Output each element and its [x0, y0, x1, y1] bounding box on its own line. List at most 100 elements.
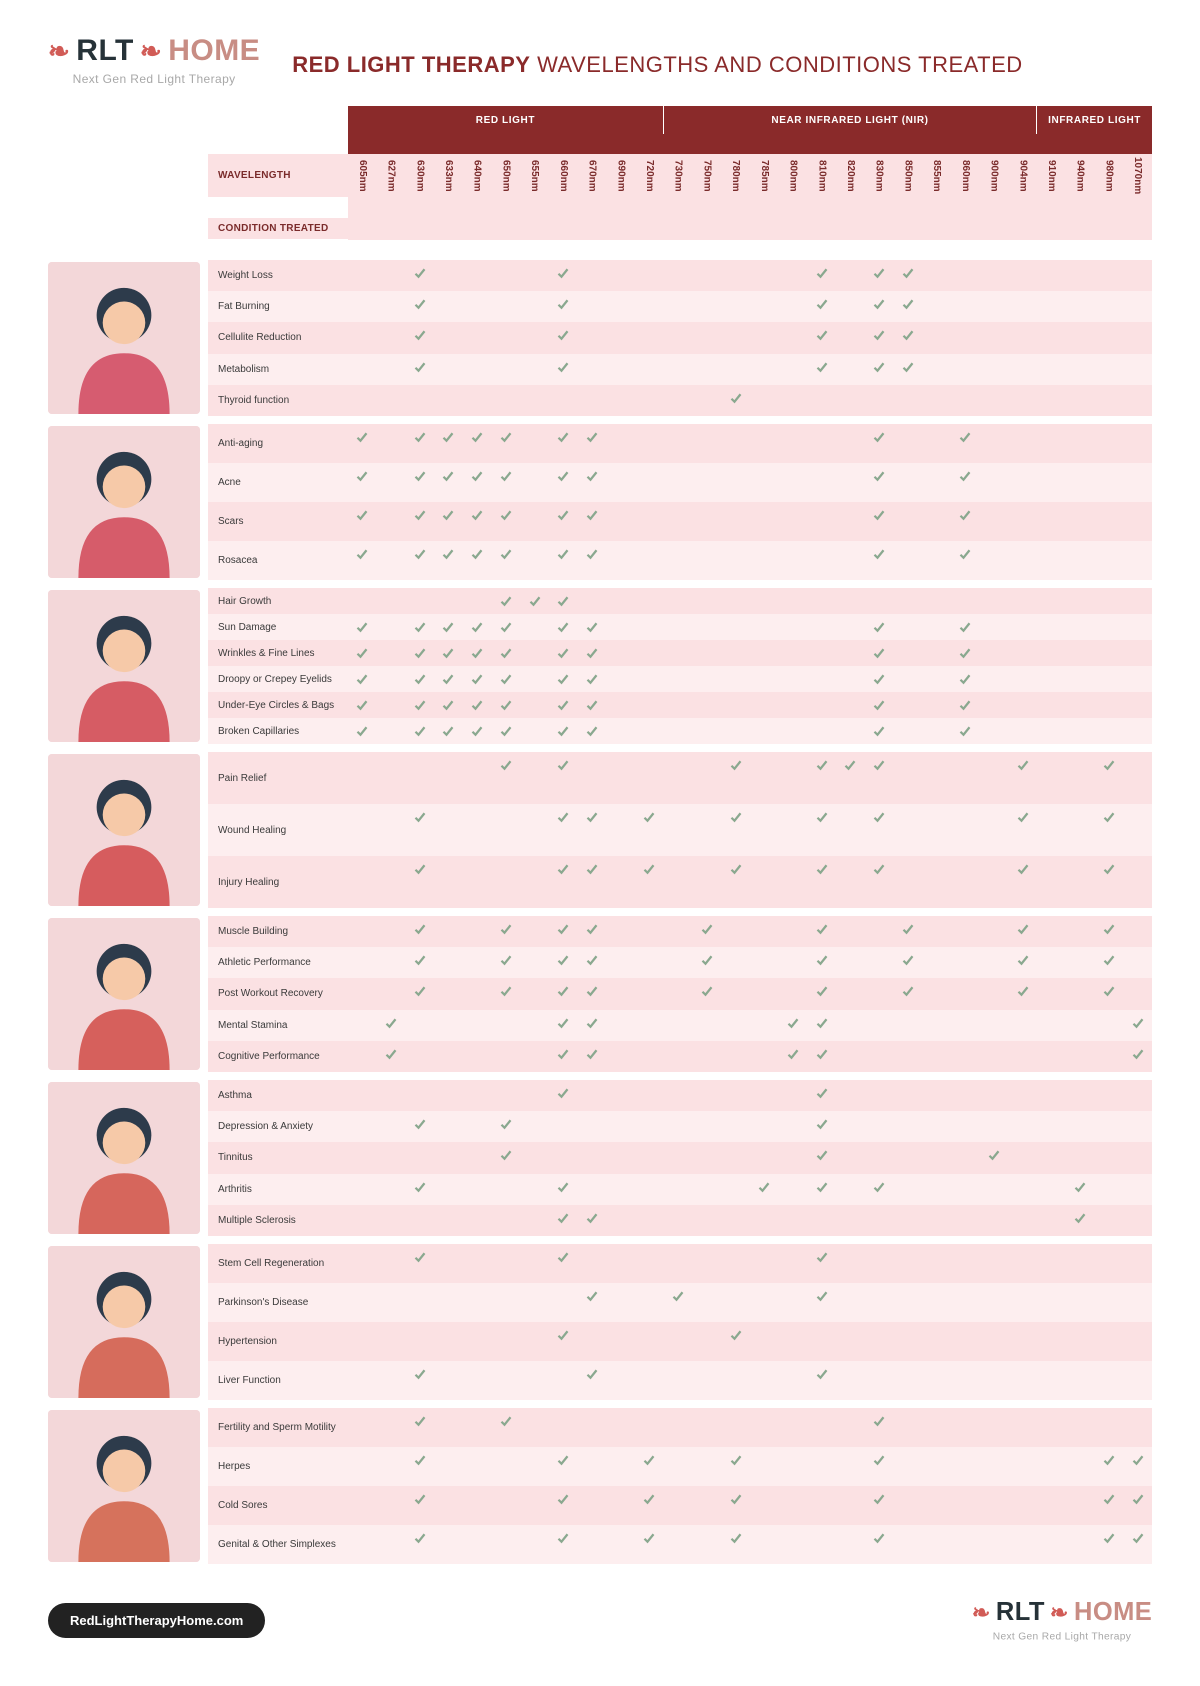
table-cell — [377, 385, 406, 409]
table-cell — [1123, 1283, 1152, 1307]
check-icon — [643, 862, 655, 874]
condition-label-cell: Mental Stamina — [208, 1010, 348, 1041]
table-cell — [377, 614, 406, 638]
table-cell — [549, 260, 578, 284]
table-cell — [463, 1174, 492, 1198]
table-cell — [635, 1041, 664, 1065]
table-cell — [348, 588, 377, 612]
table-cell — [377, 1361, 406, 1385]
check-icon — [471, 469, 483, 481]
table-cell — [1008, 502, 1037, 526]
table-cell — [664, 947, 693, 971]
condition-label-cell: Post Workout Recovery — [208, 978, 348, 1009]
table-cell — [1095, 947, 1124, 971]
table-cell — [606, 1041, 635, 1065]
table-cell — [606, 804, 635, 828]
table-cell — [1123, 1010, 1152, 1034]
table-cell — [894, 1447, 923, 1471]
table-cell — [894, 1041, 923, 1065]
table-cell — [549, 752, 578, 776]
check-icon — [557, 1531, 569, 1543]
check-icon — [873, 1180, 885, 1192]
table-cell — [693, 947, 722, 971]
table-cell — [348, 666, 377, 690]
table-cell — [1066, 354, 1095, 378]
check-icon — [959, 646, 971, 658]
footer-url-pill[interactable]: RedLightTherapyHome.com — [48, 1603, 265, 1638]
table-cell — [693, 1361, 722, 1385]
check-icon — [730, 1492, 742, 1504]
check-icon — [586, 1211, 598, 1223]
table-cell — [750, 1205, 779, 1229]
table-cell — [348, 1111, 377, 1135]
table-cell — [980, 856, 1009, 880]
table-cell — [549, 692, 578, 716]
check-icon — [557, 810, 569, 822]
table-cell — [1066, 291, 1095, 315]
table-cell — [520, 424, 549, 448]
table-cell — [922, 1080, 951, 1104]
table-cell — [836, 1244, 865, 1268]
table-cell — [405, 1283, 434, 1307]
table-cell — [1095, 588, 1124, 612]
table-row — [348, 692, 1152, 718]
table-cell — [922, 1205, 951, 1229]
logo-subtitle: Next Gen Red Light Therapy — [73, 72, 236, 86]
table-cell — [779, 916, 808, 940]
table-cell — [578, 502, 607, 526]
table-cell — [951, 588, 980, 612]
table-cell — [549, 856, 578, 880]
table-cell — [434, 1174, 463, 1198]
check-icon — [557, 1250, 569, 1262]
table-cell — [549, 354, 578, 378]
section-illustration — [48, 262, 200, 414]
table-cell — [1095, 1010, 1124, 1034]
check-icon — [414, 1531, 426, 1543]
table-cell — [980, 260, 1009, 284]
check-icon — [557, 1453, 569, 1465]
table-cell — [721, 856, 750, 880]
table-cell — [1123, 1486, 1152, 1510]
table-cell — [463, 916, 492, 940]
check-icon — [873, 1453, 885, 1465]
check-icon — [356, 646, 368, 658]
table-cell — [865, 385, 894, 409]
table-cell — [463, 322, 492, 346]
table-cell — [606, 502, 635, 526]
table-cell — [750, 978, 779, 1002]
table-cell — [520, 1525, 549, 1549]
table-cell — [635, 291, 664, 315]
table-cell — [807, 614, 836, 638]
table-cell — [578, 1111, 607, 1135]
check-icon — [586, 672, 598, 684]
check-icon — [1017, 810, 1029, 822]
table-cell — [779, 502, 808, 526]
check-icon — [557, 724, 569, 736]
table-row — [348, 1111, 1152, 1142]
table-cell — [922, 260, 951, 284]
table-cell — [750, 541, 779, 565]
table-cell — [377, 752, 406, 776]
table-cell — [635, 1447, 664, 1471]
check-icon — [557, 360, 569, 372]
table-cell — [865, 291, 894, 315]
table-row — [348, 1447, 1152, 1486]
check-icon — [557, 266, 569, 278]
check-icon — [356, 508, 368, 520]
check-icon — [816, 328, 828, 340]
check-icon — [816, 1289, 828, 1301]
logo-text-left: RLT — [76, 34, 134, 68]
table-cell — [1095, 1174, 1124, 1198]
check-icon — [902, 328, 914, 340]
table-cell — [463, 1041, 492, 1065]
table-cell — [836, 640, 865, 664]
table-cell — [922, 614, 951, 638]
table-cell — [664, 1080, 693, 1104]
table-cell — [1123, 322, 1152, 346]
check-icon — [730, 862, 742, 874]
table-cell — [865, 1486, 894, 1510]
table-cell — [750, 640, 779, 664]
table-cell — [1066, 1322, 1095, 1346]
table-cell — [721, 291, 750, 315]
table-cell — [405, 1010, 434, 1034]
